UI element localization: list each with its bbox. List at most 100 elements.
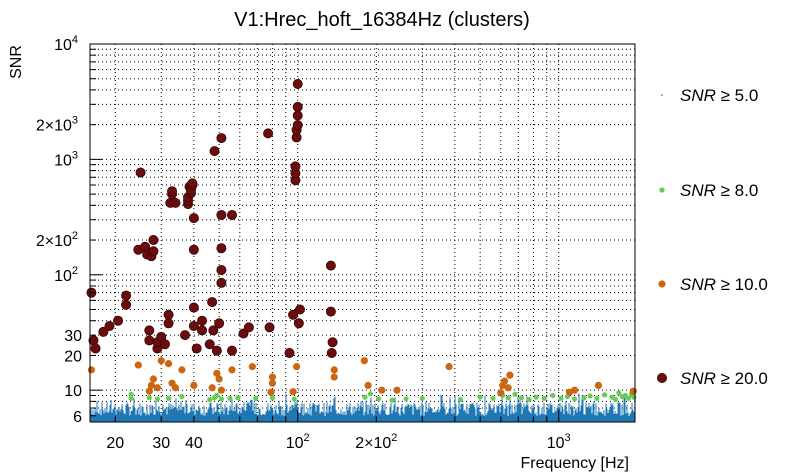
data-point [284,348,295,359]
data-point [113,315,124,326]
x-tick-label: 103 [547,432,571,452]
data-point [227,209,238,220]
data-point [268,379,277,387]
data-point [167,186,178,197]
x-tick-label: 30 [152,435,170,452]
y-tick-label: 30 [64,328,82,345]
data-point [135,167,146,178]
data-point [197,315,208,326]
data-point [248,363,256,371]
legend-marker [659,187,665,193]
legend-label: SNR ≥ 8.0 [680,181,758,200]
data-point [214,392,220,399]
data-point [104,320,115,331]
data-point [533,394,539,400]
legend-marker [661,94,663,96]
data-point [144,325,155,336]
x-tick-label: 102 [286,432,310,452]
data-point [267,388,275,396]
data-point [146,395,152,401]
data-point [188,244,199,255]
data-point [292,110,303,121]
x-axis-label: Frequency [Hz] [521,455,629,472]
data-point [215,375,223,383]
data-point [128,395,134,401]
data-point [178,366,186,374]
data-point [209,146,220,157]
data-point [263,128,274,139]
data-point [157,357,165,365]
plot-frame [89,43,636,423]
data-point [147,381,155,390]
data-point [625,395,632,401]
y-tick-label: 2×103 [36,115,78,135]
data-point [149,375,158,383]
legend-marker [658,280,666,288]
data-point [180,330,191,341]
plot-area: 20 30 40 102 2×102 103 6 10 20 30 102 2×102 103 2×103… [36,34,637,452]
data-point [325,260,336,271]
data-point [164,359,173,368]
data-point [188,320,199,331]
data-point [360,357,368,365]
data-point [294,304,305,315]
legend-entry: SNR ≥ 5.0 [661,86,758,105]
data-point [326,348,337,359]
data-point [330,366,338,374]
data-point [526,396,532,403]
legend-entry: SNR ≥ 10.0 [658,275,768,294]
data-point [497,389,505,397]
y-tick-label: 20 [64,348,82,365]
data-point [457,396,463,403]
data-point [594,381,603,390]
background-distribution [90,393,635,422]
data-point [292,120,303,131]
data-point [243,322,254,333]
data-point [292,79,303,90]
data-point [269,395,276,401]
data-point [213,369,221,377]
data-point [362,394,368,400]
data-point [227,395,233,401]
data-point [500,377,509,385]
data-point [187,178,198,189]
data-point [214,318,225,329]
data-point [393,386,401,394]
data-point [594,395,600,401]
y-tick-label: 10 [64,383,82,400]
data-point [518,395,525,401]
data-point [570,386,579,394]
data-point [512,391,518,397]
data-point [170,197,181,208]
y-tick-label: 103 [54,149,78,169]
data-point [288,309,299,320]
data-point [330,373,338,381]
data-point [389,397,395,403]
data-point [506,371,514,379]
chart-title: V1:Hrec_hoft_16384Hz (clusters) [234,9,530,31]
data-point [253,395,259,401]
data-points [86,79,637,403]
data-point [541,395,547,401]
data-point [163,318,174,329]
data-point [367,391,374,397]
data-point [235,395,241,401]
data-point [163,309,174,320]
data-point [419,395,425,401]
data-point [616,390,622,396]
data-point [179,393,185,400]
legend-marker [657,372,668,383]
data-point [87,366,96,374]
data-point [216,133,227,144]
data-point [227,345,238,356]
data-point [207,396,213,403]
data-point [290,161,301,172]
data-point [364,381,372,390]
x-tick-label: 20 [106,435,124,452]
y-tick-label: 102 [54,265,78,285]
data-point [98,326,109,337]
data-point [121,299,132,310]
data-point [159,339,170,350]
data-point [445,363,453,371]
